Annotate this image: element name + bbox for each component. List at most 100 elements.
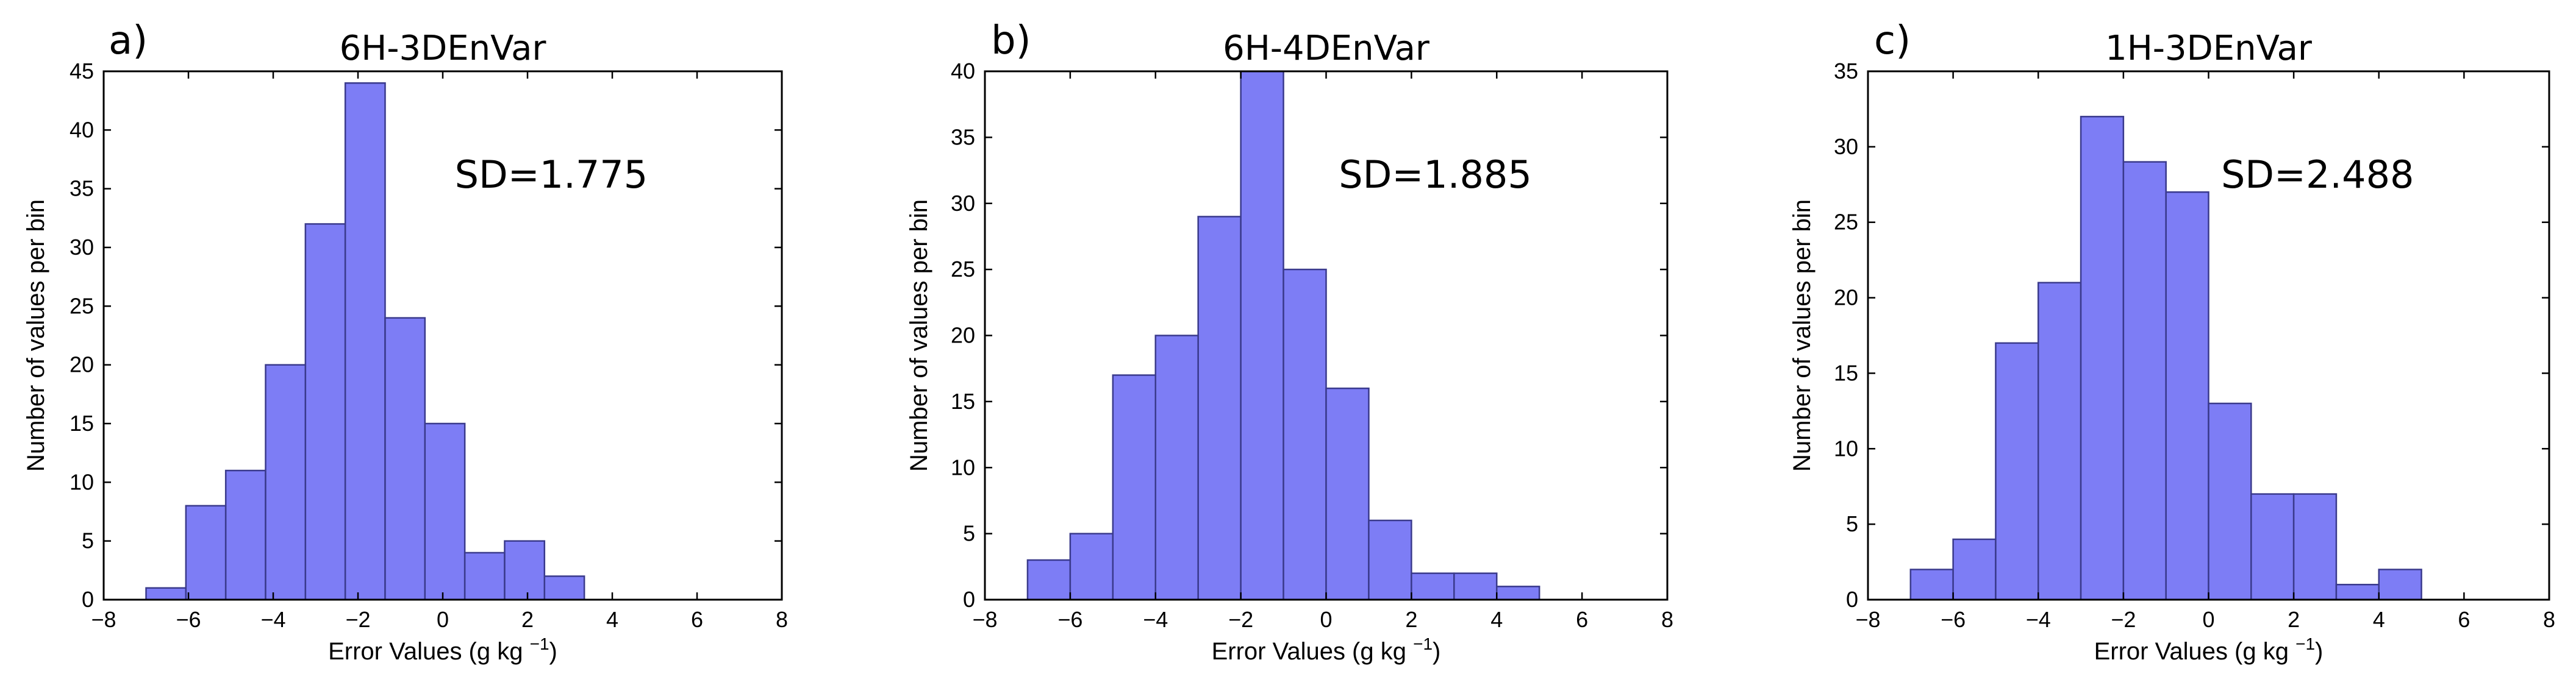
x-tick-label: 2: [1405, 607, 1417, 632]
histogram-bar: [1496, 586, 1540, 601]
y-tick-label: 5: [1846, 511, 1858, 536]
y-tick-label: 5: [82, 528, 94, 553]
histogram-bar: [145, 587, 187, 601]
histogram-bar: [1154, 335, 1199, 601]
histogram-bar: [344, 82, 386, 601]
y-tick-label: 0: [82, 587, 94, 612]
x-tick-label: −6: [1057, 607, 1082, 632]
x-tick-label: 4: [1490, 607, 1503, 632]
y-tick-label: 15: [70, 411, 94, 436]
x-axis-label: Error Values (g kg −1): [1212, 634, 1441, 665]
histogram-bar: [1283, 268, 1327, 601]
x-tick-label: −8: [1855, 607, 1880, 632]
x-tick-label: −4: [2026, 607, 2051, 632]
histogram-bar: [384, 317, 426, 601]
x-tick-label: 4: [606, 607, 618, 632]
histogram-bar: [1909, 569, 1954, 601]
y-tick-label: 40: [70, 117, 94, 142]
y-tick-label: 25: [70, 293, 94, 318]
y-axis-label: Number of values per bin: [23, 199, 49, 472]
y-tick-label: 10: [70, 469, 94, 494]
x-tick-label: 4: [2373, 607, 2385, 632]
y-tick-label: 35: [951, 124, 975, 149]
x-axis-label-exponent: −1: [1413, 634, 1433, 653]
x-tick-label: −2: [2111, 607, 2136, 632]
panel-label: c): [1874, 18, 1911, 63]
x-tick-label: 8: [776, 607, 788, 632]
histogram-bar: [2165, 191, 2209, 601]
x-tick-label: 6: [1576, 607, 1588, 632]
sd-annotation: SD=1.885: [1339, 152, 1532, 197]
x-tick-label: 8: [2543, 607, 2555, 632]
sd-annotation: SD=1.775: [455, 152, 648, 197]
histogram-bar: [1995, 342, 2039, 601]
y-tick-label: 20: [1834, 285, 1858, 310]
y-tick-label: 30: [1834, 134, 1858, 159]
histogram-bar: [2080, 116, 2125, 601]
x-tick-label: 0: [437, 607, 449, 632]
sd-annotation: SD=2.488: [2221, 152, 2414, 197]
histogram-bar: [1325, 387, 1370, 601]
chart-title: 6H-3DEnVar: [340, 29, 547, 68]
y-tick-label: 15: [951, 389, 975, 414]
histogram-bar: [543, 575, 585, 601]
x-tick-label: 6: [2458, 607, 2470, 632]
histogram-bar: [2335, 583, 2380, 601]
histogram-bar: [1240, 70, 1284, 601]
histogram-bar: [1197, 216, 1242, 601]
x-axis-label-text: Error Values (g kg: [328, 638, 530, 665]
histogram-panel-3: −8 −6 −4 −2 0 2 4 6 8 0 5 10 15 20 25 30 35 1H-3DEnVar c) S…: [1789, 18, 2555, 665]
x-tick-label: 2: [2288, 607, 2300, 632]
histogram-bar: [2038, 282, 2082, 601]
histogram-bar: [1411, 572, 1455, 601]
x-axis-label-exponent: −1: [530, 634, 549, 653]
panel-label: b): [991, 18, 1031, 63]
histogram-bar: [2208, 402, 2252, 601]
y-tick-label: 30: [70, 235, 94, 260]
x-tick-label: −6: [176, 607, 201, 632]
x-tick-label: 0: [1320, 607, 1332, 632]
histogram-bar: [2250, 493, 2295, 601]
y-tick-label: 10: [1834, 436, 1858, 461]
histogram-bar: [1112, 374, 1156, 601]
x-tick-label: −2: [345, 607, 370, 632]
histogram-bar: [463, 552, 506, 601]
x-axis-label: Error Values (g kg −1): [328, 634, 557, 665]
chart-title: 6H-4DEnVar: [1223, 29, 1430, 68]
y-tick-label: 15: [1834, 360, 1858, 385]
chart-title: 1H-3DEnVar: [2105, 29, 2313, 68]
x-tick-label: −4: [260, 607, 285, 632]
y-tick-label: 45: [70, 59, 94, 83]
x-axis-label: Error Values (g kg −1): [2094, 634, 2324, 665]
x-tick-label: −2: [1228, 607, 1253, 632]
panel-label: a): [109, 18, 148, 63]
histogram-bar: [1368, 519, 1412, 601]
histogram-bar: [265, 364, 307, 601]
x-tick-label: −6: [1941, 607, 1966, 632]
y-tick-label: 5: [963, 521, 975, 546]
x-axis-label-exponent: −1: [2295, 634, 2315, 653]
y-axis-label: Number of values per bin: [906, 199, 932, 472]
histogram-panel-1: −8 −6 −4 −2 0 2 4 6 8 0 5 10 15 20 25 30 35 40 45 6H-3DEnVa…: [23, 18, 788, 665]
histogram-bar: [304, 223, 346, 601]
y-axis-label: Number of values per bin: [1789, 199, 1816, 472]
x-tick-label: 0: [2202, 607, 2214, 632]
x-axis-label-text: Error Values (g kg: [2094, 638, 2296, 665]
y-tick-label: 25: [951, 257, 975, 282]
histogram-bar: [1069, 533, 1114, 601]
histogram-bar: [224, 469, 267, 601]
histogram-bar: [185, 505, 227, 601]
histogram-bar: [2292, 493, 2338, 601]
x-axis-label-close: ): [549, 638, 557, 665]
histogram-bar: [2378, 569, 2422, 601]
y-tick-label: 30: [951, 191, 975, 216]
x-tick-label: −4: [1143, 607, 1168, 632]
x-tick-label: −8: [91, 607, 116, 632]
x-axis-label-close: ): [1433, 638, 1440, 665]
y-tick-label: 10: [951, 455, 975, 480]
x-tick-label: −8: [972, 607, 997, 632]
x-tick-label: 2: [521, 607, 534, 632]
x-axis-label-close: ): [2315, 638, 2323, 665]
histogram-bar: [424, 422, 466, 601]
